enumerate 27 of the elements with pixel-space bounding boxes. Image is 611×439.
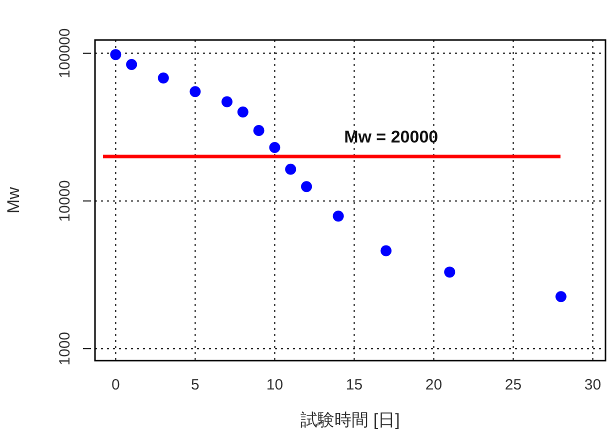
y-tick-label: 10000 — [56, 180, 74, 222]
point — [237, 106, 248, 118]
point — [444, 266, 456, 278]
point — [158, 72, 169, 84]
x-tick-label: 25 — [504, 376, 522, 394]
x-axis-title: 試験時間 [日] — [300, 410, 400, 430]
point — [110, 49, 122, 60]
point — [285, 164, 296, 175]
point — [332, 210, 344, 222]
point — [190, 86, 201, 98]
point — [555, 291, 566, 302]
x-tick-label: 20 — [425, 376, 442, 394]
point — [301, 181, 312, 192]
x-tick-label: 10 — [266, 376, 284, 394]
x-tick-label: 0 — [112, 376, 120, 394]
x-tick-label: 30 — [584, 376, 602, 394]
x-tick-label: 5 — [191, 376, 200, 394]
point — [222, 96, 232, 108]
y-axis-title: Mw — [4, 186, 23, 214]
point — [253, 125, 264, 136]
point — [126, 58, 138, 70]
y-tick-label: 1000 — [56, 332, 74, 366]
y-tick-label: 100000 — [56, 28, 74, 78]
x-tick-label: 15 — [346, 376, 363, 394]
point — [380, 245, 392, 256]
point — [269, 142, 280, 154]
ref-line-label: Mw = 20000 — [344, 128, 438, 147]
